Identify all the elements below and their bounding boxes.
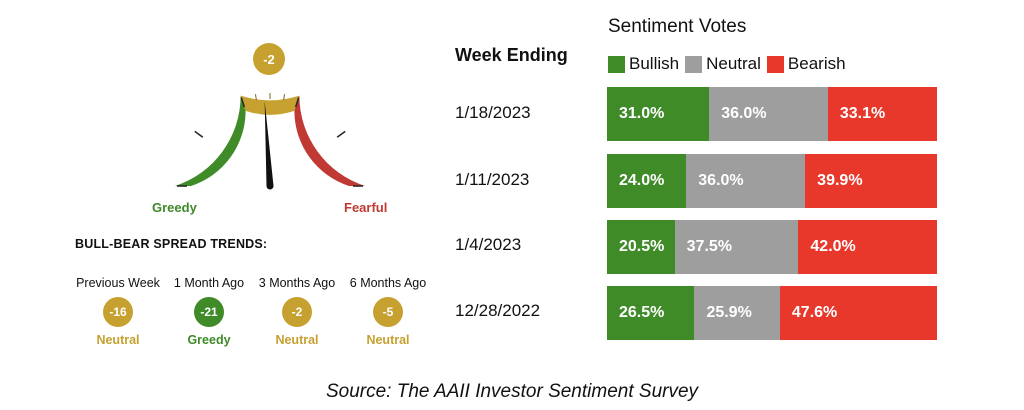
gauge-needle-hub (266, 182, 274, 190)
trend-period: 3 Months Ago (258, 276, 336, 290)
gauge-ticks (177, 93, 363, 187)
gauge-arcs (175, 95, 365, 186)
trend-item: 3 Months Ago -2 Neutral (247, 276, 347, 347)
row-date: 12/28/2022 (455, 301, 541, 320)
legend-item-bearish: Bearish (766, 54, 846, 74)
legend-swatch (685, 55, 703, 73)
legend-item-bullish: Bullish (608, 54, 679, 74)
gauge-needle-pointer (264, 101, 274, 187)
gauge-tick (294, 97, 300, 108)
trend-item: Previous Week -16 Neutral (68, 276, 168, 347)
trend-period: Previous Week (76, 276, 160, 290)
gauge-tick (336, 130, 346, 138)
bar-segment-neutral: 37.5% (674, 220, 799, 274)
legend-label: Neutral (706, 54, 761, 73)
week-ending-header: Week Ending (455, 45, 568, 65)
gauge-value-badge: -2 (253, 43, 285, 75)
trend-period: 1 Month Ago (173, 276, 245, 290)
bar-segment-bullish: 26.5% (607, 286, 695, 340)
row-date: 1/11/2023 (455, 170, 530, 189)
gauge-band-neutral (240, 95, 300, 115)
legend-label: Bullish (629, 54, 680, 73)
source-caption: Source: The AAII Investor Sentiment Surv… (325, 381, 699, 402)
row-date: 1/4/2023 (455, 235, 522, 254)
bar-segment-bearish: 39.9% (805, 154, 937, 208)
bar-segment-bullish: 24.0% (607, 154, 687, 208)
bar-segment-bullish: 20.5% (607, 220, 675, 274)
legend-label: Bearish (787, 54, 846, 73)
bar-segment-neutral: 36.0% (709, 87, 828, 141)
bar-segment-neutral: 36.0% (686, 154, 806, 208)
trend-item: 1 Month Ago -21 Greedy (159, 276, 259, 347)
trend-value-circle: -16 (103, 297, 133, 327)
gauge-band-fearful (294, 95, 365, 186)
gauge-minor-tick (283, 94, 286, 101)
chart-legend: Bullish Neutral Bearish (608, 54, 852, 74)
stacked-bar-row: 24.0% 36.0% 39.9% (607, 154, 937, 208)
bar-segment-bearish: 47.6% (779, 286, 937, 340)
stacked-bar-row: 20.5% 37.5% 42.0% (607, 220, 937, 274)
trend-value-circle: -21 (194, 297, 224, 327)
bar-segment-neutral: 25.9% (694, 286, 780, 340)
trend-status: Neutral (366, 333, 410, 347)
trend-value-circle: -2 (282, 297, 312, 327)
bar-segment-bearish: 33.1% (827, 87, 937, 141)
gauge-tick (240, 97, 246, 108)
trend-period: 6 Months Ago (349, 276, 427, 290)
legend-item-neutral: Neutral (685, 54, 761, 74)
bar-segment-bullish: 31.0% (607, 87, 710, 141)
gauge-needle (264, 101, 274, 190)
legend-swatch (766, 55, 784, 73)
trends-title: BULL-BEAR SPREAD TRENDS: (75, 237, 268, 251)
stacked-bar-row: 26.5% 25.9% 47.6% (607, 286, 937, 340)
gauge-minor-tick (254, 94, 257, 101)
sentiment-gauge (175, 93, 365, 190)
gauge-greedy-label: Greedy (152, 200, 197, 215)
stacked-bar-row: 31.0% 36.0% 33.1% (607, 87, 937, 141)
legend-swatch (608, 55, 625, 73)
trend-status: Neutral (96, 333, 140, 347)
trend-item: 6 Months Ago -5 Neutral (338, 276, 438, 347)
bar-segment-bearish: 42.0% (798, 220, 937, 274)
trend-status: Neutral (275, 333, 319, 347)
gauge-tick (194, 130, 204, 138)
trend-status: Greedy (187, 333, 231, 347)
trend-value-circle: -5 (373, 297, 403, 327)
row-date: 1/18/2023 (455, 103, 531, 122)
gauge-fearful-label: Fearful (344, 200, 388, 215)
chart-title: Sentiment Votes (608, 16, 747, 37)
gauge-band-greedy (175, 95, 246, 186)
